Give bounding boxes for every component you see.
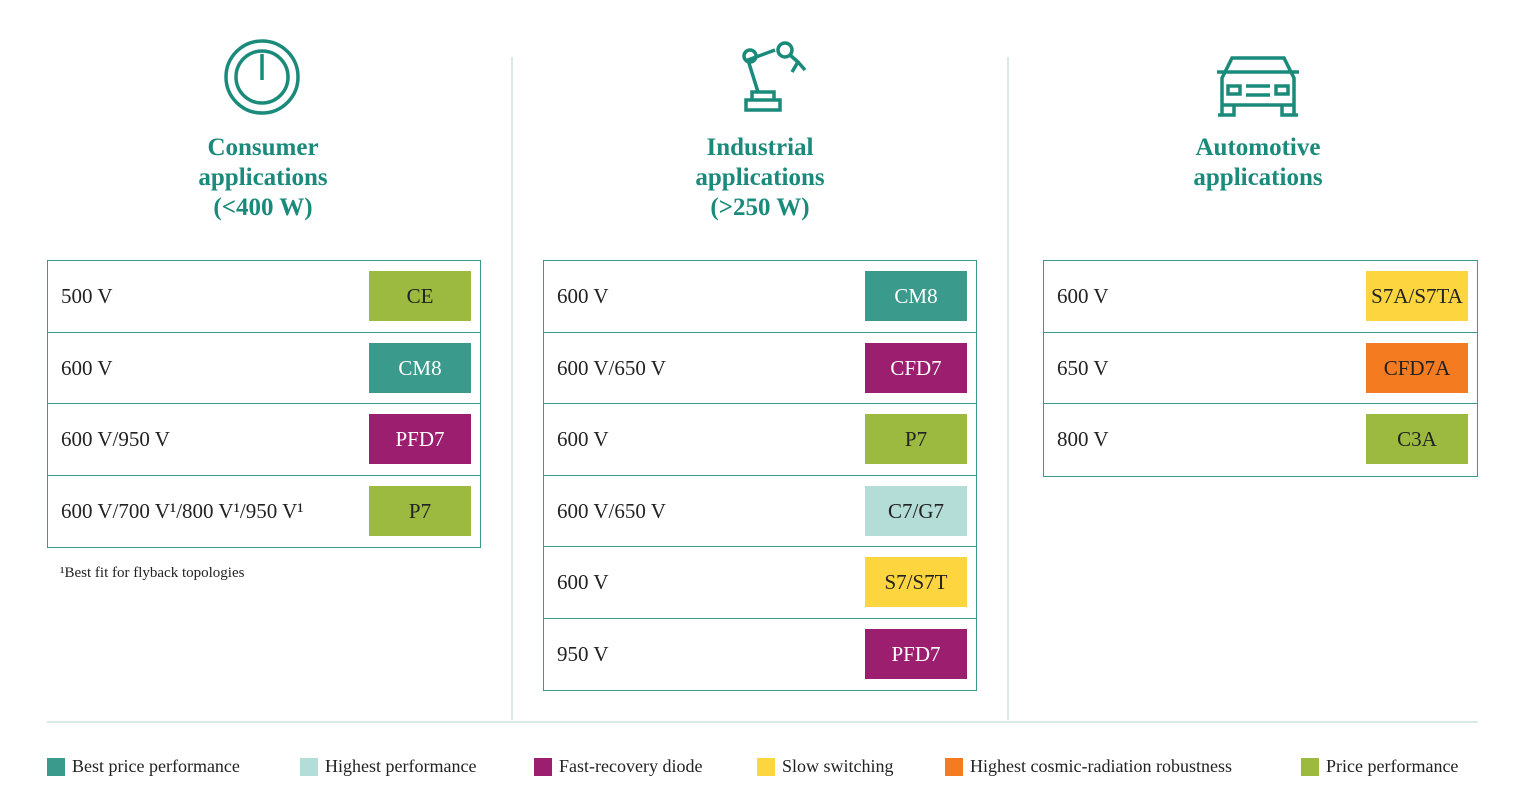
table-row: 950 V PFD7 [544, 619, 976, 691]
legend-label: Price performance [1326, 756, 1459, 776]
badge: P7 [865, 414, 967, 464]
voltage: 600 V [557, 570, 609, 594]
voltage: 600 V [1057, 284, 1109, 308]
footnote: ¹Best fit for flyback topologies [60, 565, 245, 581]
legend-swatch [757, 758, 775, 776]
badge: PFD7 [369, 414, 471, 464]
column-title: Consumer applications (<400 W) [63, 133, 463, 223]
table-row: 600 V/700 V¹/800 V¹/950 V¹ P7 [48, 476, 480, 548]
voltage: 600 V [557, 284, 609, 308]
title-line: applications [1193, 164, 1323, 191]
legend-swatch [1301, 758, 1319, 776]
table: 600 V CM8 600 V/650 V CFD7 600 V P7 600 V/650 … [543, 260, 977, 691]
title-line: (<400 W) [213, 194, 313, 221]
table-row: 650 V CFD7A [1044, 333, 1477, 404]
table-row: 600 V S7/S7T [544, 547, 976, 619]
badge: C3A [1366, 414, 1468, 464]
table: 600 V S7A/S7TA 650 V CFD7A 800 V C3A [1043, 260, 1478, 477]
badge: P7 [369, 485, 471, 536]
table-row: 600 V CM8 [48, 333, 480, 404]
title-line: (>250 W) [710, 194, 810, 221]
legend-swatch [300, 758, 318, 776]
icons [224, 39, 1299, 117]
badge: CFD7 [865, 342, 967, 393]
badge: CE [369, 271, 471, 321]
legend-label: Highest performance [325, 756, 477, 776]
table-row: 800 V C3A [1044, 404, 1477, 476]
table-row: 500 V CE [48, 261, 480, 333]
badge: CM8 [369, 342, 471, 393]
table-row: 600 V/950 V PFD7 [48, 404, 480, 476]
table-row: 600 V CM8 [544, 261, 976, 333]
legend-label: Highest cosmic-radiation robustness [970, 756, 1232, 776]
legend-label: Best price performance [72, 756, 240, 776]
badge: PFD7 [865, 628, 967, 679]
column-title: Industrial applications (>250 W) [560, 133, 960, 223]
voltage: 600 V [61, 355, 113, 380]
voltage: 600 V/950 V [61, 427, 170, 451]
table-row: 600 V P7 [544, 404, 976, 476]
table-row: 600 V S7A/S7TA [1044, 261, 1477, 333]
legend-label: Fast-recovery diode [559, 756, 703, 776]
badge: S7/S7T [865, 557, 967, 607]
title-line: Automotive [1195, 134, 1321, 161]
legend-swatch [534, 758, 552, 776]
voltage: 600 V/700 V¹/800 V¹/950 V¹ [61, 498, 304, 523]
title-line: Consumer [207, 134, 319, 161]
title-line: Industrial [706, 134, 814, 161]
legend-swatch [945, 758, 963, 776]
badge: CFD7A [1366, 342, 1468, 393]
title-line: applications [198, 164, 328, 191]
voltage: 600 V/650 V [557, 498, 666, 523]
table-row: 600 V/650 V C7/G7 [544, 476, 976, 547]
title-line: applications [695, 164, 825, 191]
voltage: 650 V [1057, 355, 1109, 380]
legend-label: Slow switching [782, 756, 894, 776]
voltage: 500 V [61, 284, 113, 308]
voltage: 800 V [1057, 427, 1109, 451]
badge: S7A/S7TA [1366, 271, 1468, 321]
table-row: 600 V/650 V CFD7 [544, 333, 976, 404]
badge: C7/G7 [865, 485, 967, 536]
legend-swatch [47, 758, 65, 776]
column-title: Automotive applications [1058, 133, 1458, 193]
dividers [47, 57, 1478, 723]
badge: CM8 [865, 271, 967, 321]
table: 500 V CE 600 V CM8 600 V/950 V PFD7 600 V/700 … [47, 260, 481, 548]
voltage: 600 V/650 V [557, 355, 666, 380]
voltage: 950 V [557, 641, 609, 666]
voltage: 600 V [557, 427, 609, 451]
